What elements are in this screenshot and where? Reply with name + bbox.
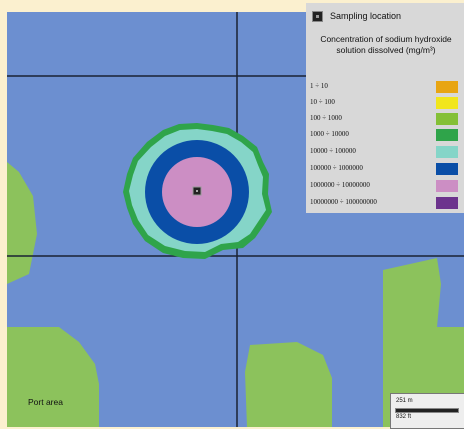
legend-title-line1: Concentration of sodium hydroxide — [320, 34, 452, 44]
legend-title-line2: solution dissolved (mg/m³) — [336, 45, 436, 55]
legend-row: 1 ÷ 10 — [310, 81, 464, 95]
legend-row: 1000 ÷ 10000 — [310, 129, 464, 143]
legend-swatch — [436, 97, 458, 109]
legend-range-label: 10000000 ÷ 100000000 — [310, 198, 377, 206]
sampling-location-icon — [312, 10, 323, 22]
legend-range-label: 1000 ÷ 10000 — [310, 130, 349, 138]
land-port-area — [7, 327, 99, 427]
legend-row: 100000 ÷ 1000000 — [310, 163, 464, 177]
legend-swatch — [436, 146, 458, 158]
legend-range-label: 1000000 ÷ 10000000 — [310, 181, 370, 189]
legend-row: 1000000 ÷ 10000000 — [310, 180, 464, 194]
legend-range-label: 10000 ÷ 100000 — [310, 147, 356, 155]
legend-title: Concentration of sodium hydroxide soluti… — [310, 34, 462, 56]
scale-bar: 251 m 832 ft — [390, 393, 464, 429]
legend-swatch — [436, 81, 458, 93]
legend-range-label: 100000 ÷ 1000000 — [310, 164, 363, 172]
legend-swatch — [436, 113, 458, 125]
scale-bar-metric-label: 251 m — [396, 398, 413, 404]
port-area-label: Port area — [28, 397, 63, 407]
legend-swatch — [436, 129, 458, 141]
sampling-location-dot — [196, 190, 198, 192]
legend-range-label: 1 ÷ 10 — [310, 82, 328, 90]
legend-range-label: 10 ÷ 100 — [310, 98, 335, 106]
legend-swatch — [436, 163, 458, 175]
legend-swatch — [436, 197, 458, 209]
legend-row: 10000000 ÷ 100000000 — [310, 197, 464, 211]
scale-bar-line — [395, 408, 459, 413]
legend-range-label: 100 ÷ 1000 — [310, 114, 342, 122]
land-left-upper — [7, 162, 37, 284]
legend-swatch — [436, 180, 458, 192]
legend-row: 100 ÷ 1000 — [310, 113, 464, 127]
land-right — [383, 258, 464, 427]
legend-sampling-label: Sampling location — [330, 11, 402, 21]
land-bottom-middle — [245, 342, 332, 427]
scale-bar-imperial-label: 832 ft — [396, 414, 412, 420]
legend-panel: Sampling location Concentration of sodiu… — [306, 3, 464, 213]
legend-row: 10 ÷ 100 — [310, 97, 464, 111]
legend-row: 10000 ÷ 100000 — [310, 146, 464, 160]
legend-sampling-entry: Sampling location — [312, 9, 401, 23]
